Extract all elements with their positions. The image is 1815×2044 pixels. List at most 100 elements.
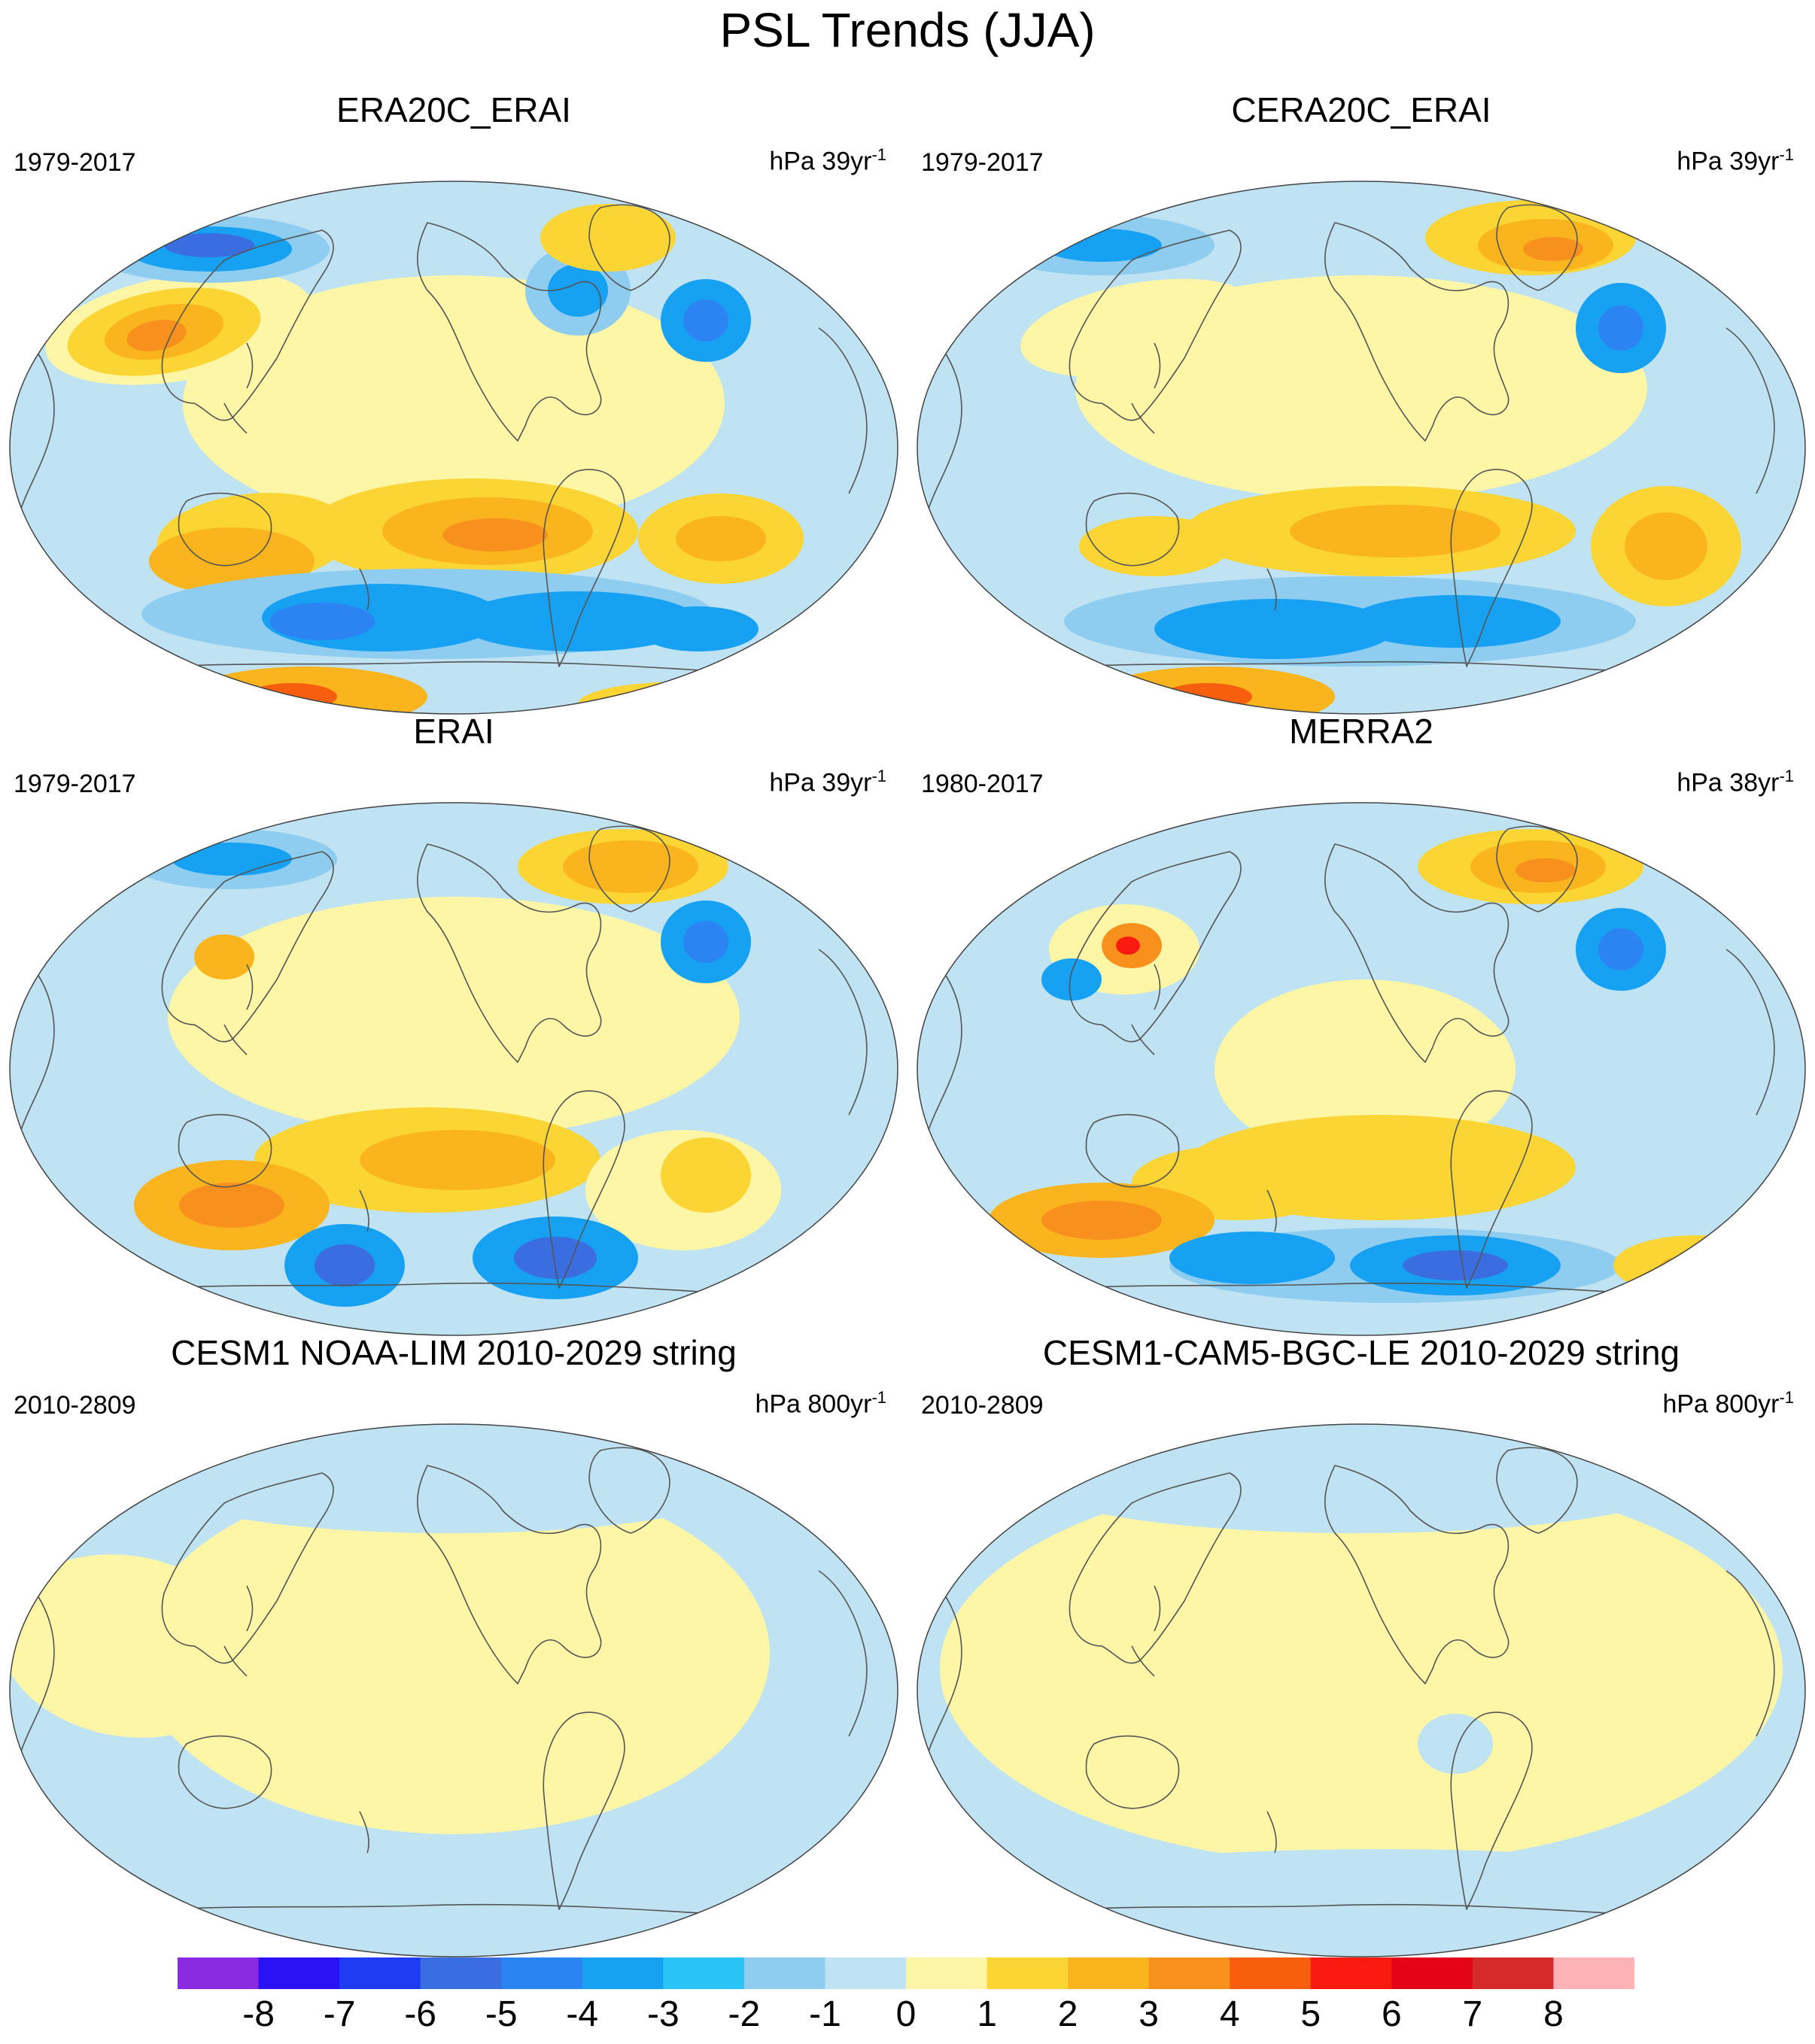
- trend-contour: [172, 843, 292, 876]
- colorbar-swatch: [501, 1957, 583, 1989]
- panel-units: hPa 39yr-1: [769, 140, 886, 176]
- panel-erai: ERAI 1979-2017 hPa 39yr-1: [6, 710, 901, 1357]
- colorbar-tick-label: 2: [1057, 1994, 1078, 2034]
- coastline: [1324, 222, 1509, 442]
- colorbar-swatch: [987, 1957, 1069, 1989]
- panel-period: 2010-2809: [14, 1391, 136, 1420]
- coastline: [1725, 1570, 1775, 1737]
- coastline: [223, 1645, 248, 1677]
- panel-units: hPa 800yr-1: [1662, 1383, 1794, 1419]
- coastline: [1450, 469, 1533, 667]
- coastline: [1266, 1811, 1277, 1854]
- units-exponent: -1: [1779, 1388, 1794, 1407]
- coastline: [359, 568, 369, 611]
- trend-contour: [360, 1130, 555, 1190]
- coastline: [1131, 402, 1155, 434]
- coastline: [223, 1024, 248, 1055]
- trend-contour: [337, 904, 427, 979]
- coastline: [1154, 964, 1161, 1010]
- trend-contour: [514, 1237, 597, 1279]
- colorbar-swatch: [825, 1957, 907, 1989]
- coastline: [1496, 825, 1578, 913]
- trend-contour: [269, 603, 375, 640]
- trend-contour: [126, 320, 187, 351]
- coastline: [1131, 1024, 1155, 1055]
- coastline: [1085, 1113, 1180, 1188]
- coastline: [543, 469, 625, 667]
- coastline: [1266, 1189, 1277, 1232]
- colorbar-tick-label: -1: [809, 1994, 841, 2034]
- coastline: [161, 229, 334, 421]
- trend-contour: [1290, 505, 1500, 557]
- coastline: [1450, 1090, 1533, 1289]
- colorbar-swatch: [663, 1957, 745, 1989]
- panel-units: hPa 39yr-1: [1677, 140, 1794, 176]
- coastline: [417, 843, 602, 1063]
- colorbar-tick-label: -4: [566, 1994, 599, 2034]
- map-era20c-erai: [9, 181, 898, 715]
- colorbar-tick-label: -7: [323, 1994, 356, 2034]
- trend-contour: [164, 1443, 736, 1533]
- panel-units: hPa 800yr-1: [755, 1383, 886, 1419]
- panel-title: ERA20C_ERAI: [336, 90, 571, 129]
- coastline: [588, 825, 670, 913]
- trend-contour: [563, 840, 698, 893]
- colorbar-swatch: [1068, 1957, 1150, 1989]
- panel-period: 2010-2809: [921, 1391, 1044, 1420]
- colorbar-swatch: [1472, 1957, 1554, 1989]
- coastline: [1266, 568, 1277, 611]
- coastline: [246, 1585, 254, 1632]
- map-cesm1-cam5-bgc-le: [917, 1423, 1806, 1957]
- panel-units: hPa 38yr-1: [1677, 761, 1794, 797]
- units-exponent: -1: [1779, 145, 1794, 164]
- trend-contour: [1041, 1201, 1162, 1240]
- coastline: [543, 1090, 625, 1289]
- trend-contour: [940, 1473, 1783, 1864]
- coastline: [178, 1735, 272, 1809]
- coastline: [178, 492, 272, 566]
- units-text: hPa 39yr: [769, 147, 872, 176]
- coastline: [928, 350, 962, 509]
- coastline: [1069, 229, 1242, 421]
- trend-contour: [1215, 979, 1516, 1160]
- trend-contour: [1154, 599, 1395, 659]
- trend-contour: [10, 1554, 254, 1738]
- coastline: [161, 851, 334, 1043]
- trend-contour: [1598, 305, 1643, 351]
- coastline: [161, 1472, 334, 1664]
- coastline: [20, 350, 55, 509]
- coastline: [1725, 327, 1775, 494]
- coastline: [359, 1189, 369, 1232]
- coastline: [1131, 1645, 1155, 1677]
- panel-period: 1979-2017: [14, 770, 136, 798]
- coastline: [1496, 1447, 1578, 1534]
- coastline: [20, 971, 55, 1131]
- colorbar: [178, 1957, 1634, 1989]
- trend-contour: [1418, 1714, 1493, 1774]
- coastline: [1154, 342, 1161, 389]
- units-text: hPa 39yr: [769, 768, 872, 797]
- coastline: [1085, 492, 1180, 566]
- units-exponent: -1: [1779, 767, 1794, 785]
- trend-contour: [683, 921, 728, 963]
- colorbar-swatch: [582, 1957, 664, 1989]
- panel-cesm1-cam5-bgc-le: CESM1-CAM5-BGC-LE 2010-2029 string 2010-…: [914, 1332, 1809, 1979]
- units-exponent: -1: [871, 145, 886, 164]
- coastline: [1069, 851, 1242, 1043]
- trend-contour: [1598, 928, 1643, 970]
- map-cesm1-noaa-lim: [9, 1423, 898, 1957]
- panel-units: hPa 39yr-1: [769, 761, 886, 797]
- colorbar-tick-label: 0: [895, 1994, 917, 2034]
- colorbar-swatch: [178, 1957, 260, 1989]
- trend-contour: [1041, 229, 1162, 262]
- trend-contour: [540, 204, 676, 272]
- panel-period: 1979-2017: [14, 148, 136, 177]
- trend-contour: [1041, 958, 1102, 1001]
- colorbar-tick-labels: -8 -7 -6 -5 -4 -3 -2 -1 0 1 2 3 4 5 6 7 8: [0, 1990, 1815, 2042]
- trend-contour: [1658, 1254, 1734, 1284]
- panel-title: CERA20C_ERAI: [1231, 90, 1491, 129]
- panel-title: ERAI: [413, 712, 494, 751]
- trend-contour: [676, 516, 766, 561]
- coastline: [20, 1593, 55, 1752]
- colorbar-tick-label: -8: [242, 1994, 275, 2034]
